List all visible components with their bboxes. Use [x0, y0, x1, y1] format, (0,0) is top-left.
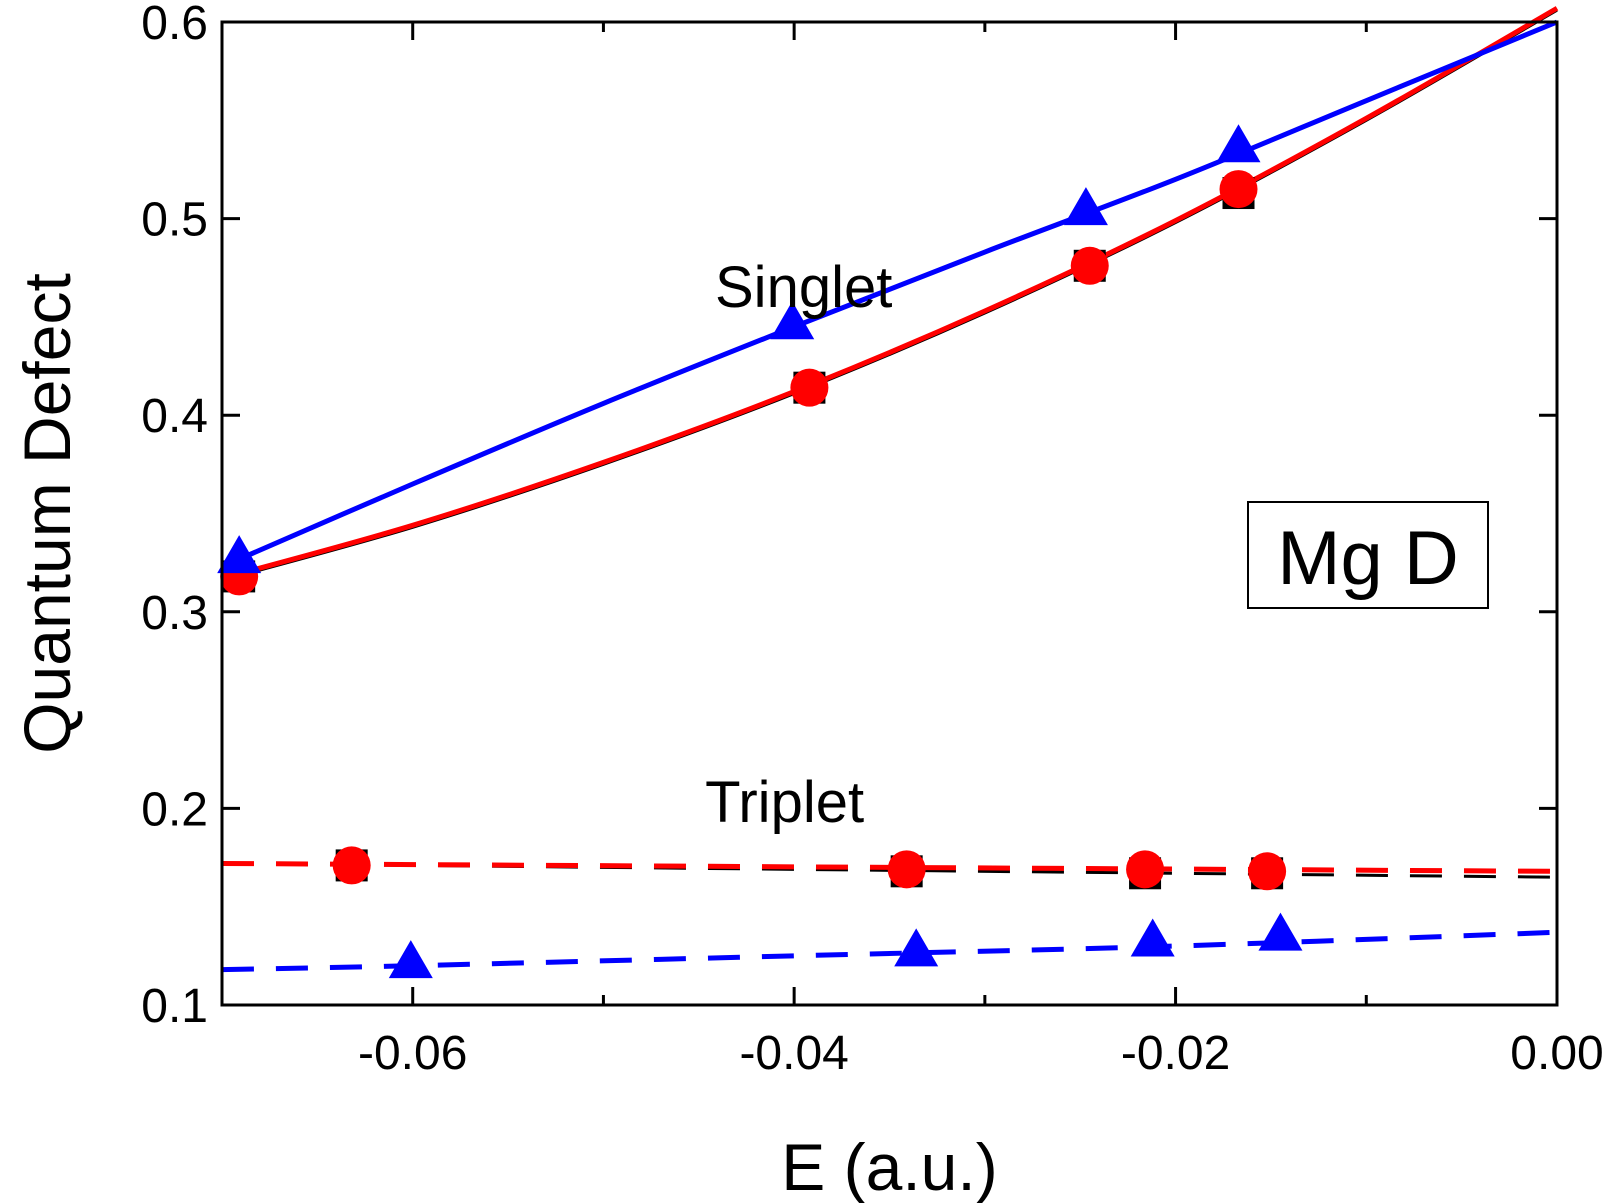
data-point-circle: [887, 850, 926, 889]
y-tick-label: 0.6: [141, 0, 208, 50]
data-point-triangle: [770, 301, 815, 340]
data-point-triangle: [1216, 124, 1261, 163]
data-point-triangle: [1130, 918, 1175, 957]
y-tick-label: 0.5: [141, 194, 208, 247]
y-tick-label: 0.1: [141, 980, 208, 1033]
y-tick-label: 0.4: [141, 390, 208, 443]
x-tick-label: -0.02: [1121, 1027, 1230, 1080]
data-point-circle: [1248, 852, 1287, 891]
series-line-triplet-triangle: [221, 929, 1558, 973]
series-line-singlet-circle: [221, 6, 1559, 581]
x-tick-label: -0.04: [739, 1027, 848, 1080]
axis-ticks: [220, 20, 1559, 1007]
data-point-triangle: [1063, 187, 1108, 226]
x-tick-label: 0.00: [1510, 1027, 1603, 1080]
data-point-circle: [1126, 850, 1165, 889]
series-markers: [217, 124, 1303, 979]
annotation-singlet: Singlet: [715, 255, 892, 320]
data-point-circle: [1070, 246, 1109, 285]
data-point-triangle: [217, 535, 262, 574]
y-tick-label: 0.2: [141, 783, 208, 836]
x-tick-label: -0.06: [358, 1027, 467, 1080]
data-point-triangle: [1258, 912, 1303, 951]
legend-box: Mg D: [1247, 501, 1489, 609]
series-curves: [221, 6, 1559, 973]
legend-box-frame: [1247, 501, 1489, 609]
data-point-circle: [332, 846, 371, 885]
x-axis-title: E (a.u.): [781, 1130, 997, 1203]
series-line-singlet-triangle: [221, 19, 1558, 569]
data-point-triangle: [388, 940, 433, 979]
data-point-circle: [1219, 170, 1258, 209]
y-tick-label: 0.3: [141, 587, 208, 640]
plot-frame: [220, 20, 1559, 1007]
legend-box-label: Mg D: [1277, 516, 1459, 601]
axis-tick-labels: -0.06 -0.04 -0.02 0.00 0.1 0.2 0.3 0.4 0.5 0.6: [141, 0, 1603, 1080]
y-axis-title: Quantum Defect: [10, 273, 84, 754]
annotation-triplet: Triplet: [705, 770, 864, 835]
data-point-triangle: [894, 928, 939, 967]
data-point-circle: [790, 368, 829, 407]
